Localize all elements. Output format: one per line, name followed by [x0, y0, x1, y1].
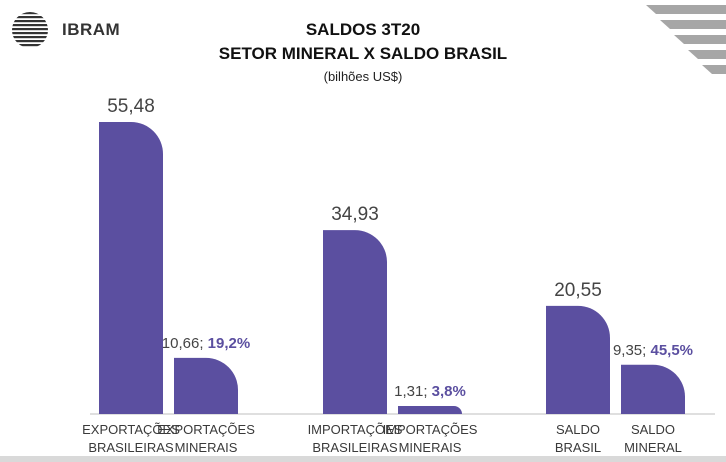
chart-unit: (bilhões US$): [323, 69, 403, 84]
logo: IBRAM: [10, 10, 120, 52]
category-label-5-1: MINERAL: [624, 440, 682, 455]
category-label-3-0: IMPORTAÇÕES: [383, 422, 478, 437]
share-label-3: 3,8%: [432, 383, 466, 400]
bar-4: [546, 305, 610, 414]
share-label-5: 45,5%: [650, 342, 693, 359]
value-label-5: 9,35; 45,5%: [613, 342, 693, 359]
category-label-1-1: MINERAIS: [175, 440, 238, 455]
ibram-logo-icon: [12, 12, 48, 47]
category-label-5-0: SALDO: [631, 422, 675, 437]
corner-stripes-decoration: [646, 5, 726, 74]
chart-title: SALDOS 3T20: [305, 20, 421, 39]
share-label-1: 19,2%: [208, 335, 251, 352]
category-label-0-1: BRASILEIRAS: [88, 440, 174, 455]
bar-1: [174, 357, 238, 414]
category-label-4-1: BRASIL: [555, 440, 601, 455]
bar-0: [99, 122, 163, 414]
value-label-0: 55,48: [107, 96, 155, 117]
category-label-1-0: EXPORTAÇÕES: [157, 422, 255, 437]
category-label-4-0: SALDO: [556, 422, 600, 437]
category-label-2-1: BRASILEIRAS: [312, 440, 398, 455]
category-label-2-0: IMPORTAÇÕES: [308, 422, 403, 437]
bar-3: [398, 406, 462, 414]
value-label-3: 1,31; 3,8%: [394, 383, 466, 400]
chart-subtitle: SETOR MINERAL X SALDO BRASIL: [218, 44, 508, 63]
bottom-strip: [0, 456, 726, 462]
value-label-4: 20,55: [554, 280, 602, 301]
logo-text: IBRAM: [62, 20, 121, 39]
bar-2: [323, 230, 387, 414]
value-label-1: 10,66; 19,2%: [162, 335, 250, 352]
value-label-2: 34,93: [331, 204, 379, 225]
category-label-0-0: EXPORTAÇÕES: [82, 422, 180, 437]
category-label-3-1: MINERAIS: [399, 440, 462, 455]
bar-5: [621, 364, 685, 414]
